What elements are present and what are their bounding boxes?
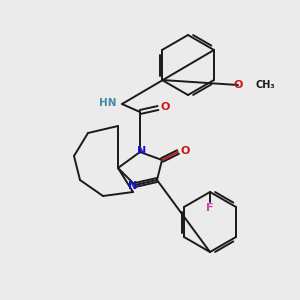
Text: HN: HN (100, 98, 117, 108)
Text: N: N (128, 181, 138, 191)
Text: O: O (233, 80, 243, 90)
Text: O: O (180, 146, 190, 156)
Text: F: F (206, 203, 214, 213)
Text: CH₃: CH₃ (255, 80, 274, 90)
Text: N: N (137, 146, 147, 156)
Text: O: O (160, 102, 170, 112)
